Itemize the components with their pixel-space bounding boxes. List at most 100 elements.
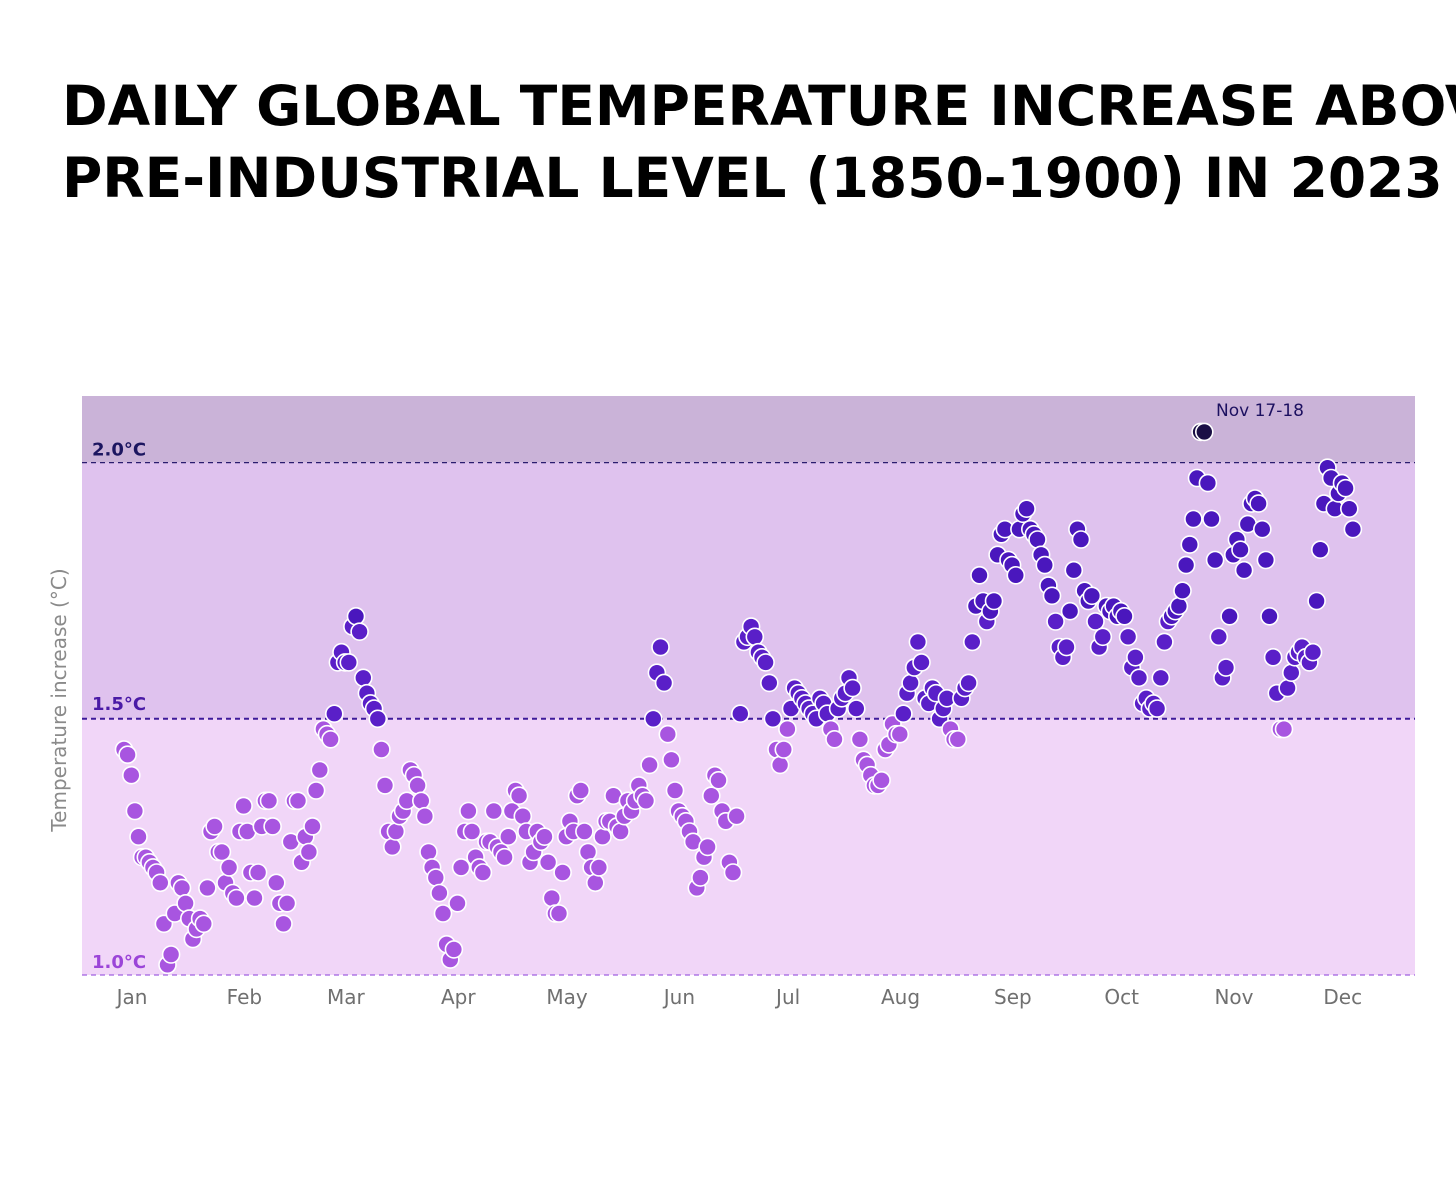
data-point [1205, 550, 1225, 570]
data-point [266, 873, 286, 893]
data-point [288, 791, 308, 811]
data-point [382, 837, 402, 857]
data-point [122, 765, 141, 785]
x-axis-month-labels: Jan Feb Mar Apr May Jun Jul Aug Sep Oct Nov Dec [115, 985, 1363, 1009]
data-point [245, 888, 264, 908]
data-point [1180, 535, 1200, 554]
month-label-mar: Mar [327, 985, 366, 1009]
data-point [1147, 699, 1167, 718]
month-label-nov: Nov [1214, 985, 1253, 1009]
data-point [1151, 668, 1171, 688]
data-point [553, 863, 572, 882]
data-point [691, 868, 710, 887]
data-point [745, 627, 765, 647]
data-point [415, 806, 435, 826]
data-point [643, 709, 663, 729]
data-point [959, 673, 978, 693]
data-point [890, 724, 910, 744]
chart-title-line-1: DAILY GLOBAL TEMPERATURE INCREASE ABOVE [62, 74, 1456, 138]
data-point [850, 729, 870, 749]
data-point [774, 740, 794, 759]
data-point [372, 740, 391, 759]
data-point [248, 863, 268, 882]
data-point [125, 801, 145, 821]
data-point [451, 858, 471, 877]
data-point [665, 781, 685, 800]
data-point [1260, 606, 1279, 626]
month-label-oct: Oct [1104, 985, 1139, 1009]
data-point [419, 842, 438, 862]
data-point [498, 827, 518, 847]
data-point [778, 719, 797, 739]
data-point [1035, 555, 1055, 575]
data-point [1176, 555, 1196, 575]
month-label-jul: Jul [774, 985, 800, 1009]
data-point [299, 842, 319, 862]
data-point [1184, 509, 1203, 529]
data-point [1263, 647, 1283, 667]
data-point [756, 653, 775, 672]
data-point [1126, 647, 1145, 667]
data-point [462, 822, 482, 841]
data-point [538, 852, 558, 872]
data-point [324, 704, 344, 724]
data-point [698, 837, 717, 857]
data-point [1017, 499, 1036, 519]
data-point [549, 904, 569, 923]
data-point [585, 873, 605, 893]
data-point [176, 893, 195, 913]
data-point [912, 653, 931, 672]
data-point [894, 704, 913, 724]
data-point [1169, 596, 1189, 616]
data-point [459, 801, 478, 821]
data-point [234, 796, 253, 816]
data-point [484, 801, 504, 821]
data-point [212, 842, 232, 862]
data-point [1057, 637, 1076, 657]
data-point [1307, 591, 1326, 611]
data-point [948, 729, 968, 749]
month-label-aug: Aug [881, 985, 920, 1009]
data-point [227, 888, 246, 908]
peak-annotation: Nov 17-18 [1216, 401, 1304, 421]
label-1-0c: 1.0°C [92, 952, 146, 973]
data-point [1071, 530, 1091, 549]
data-point [198, 878, 217, 898]
data-point [1278, 678, 1297, 698]
data-point [962, 632, 982, 652]
data-point [901, 673, 920, 693]
data-point [575, 822, 594, 841]
data-points [114, 422, 1363, 975]
y-axis-label: Temperature increase (°C) [47, 568, 71, 832]
data-point [654, 673, 674, 693]
data-point [593, 827, 612, 847]
data-point [1253, 519, 1272, 539]
data-point [259, 791, 279, 811]
data-point [846, 699, 866, 718]
data-point [1336, 478, 1355, 498]
data-point [448, 893, 467, 913]
data-point [1155, 632, 1174, 652]
data-point [194, 914, 214, 934]
data-point [825, 729, 844, 749]
data-point [513, 806, 533, 826]
data-point [1249, 494, 1268, 513]
month-label-jun: Jun [662, 985, 695, 1009]
data-point [723, 863, 743, 882]
data-point [1195, 422, 1214, 442]
data-point [1082, 586, 1102, 606]
data-point [636, 791, 656, 811]
data-point [730, 704, 750, 724]
data-point [151, 873, 170, 893]
data-point [701, 786, 721, 806]
data-point [589, 858, 609, 877]
month-label-jan: Jan [115, 985, 148, 1009]
data-point [1303, 642, 1323, 662]
data-point [1046, 612, 1065, 631]
data-point [1064, 560, 1084, 580]
data-point [1115, 606, 1134, 626]
data-point [205, 817, 224, 836]
data-point [1028, 530, 1047, 549]
data-point [411, 791, 431, 811]
